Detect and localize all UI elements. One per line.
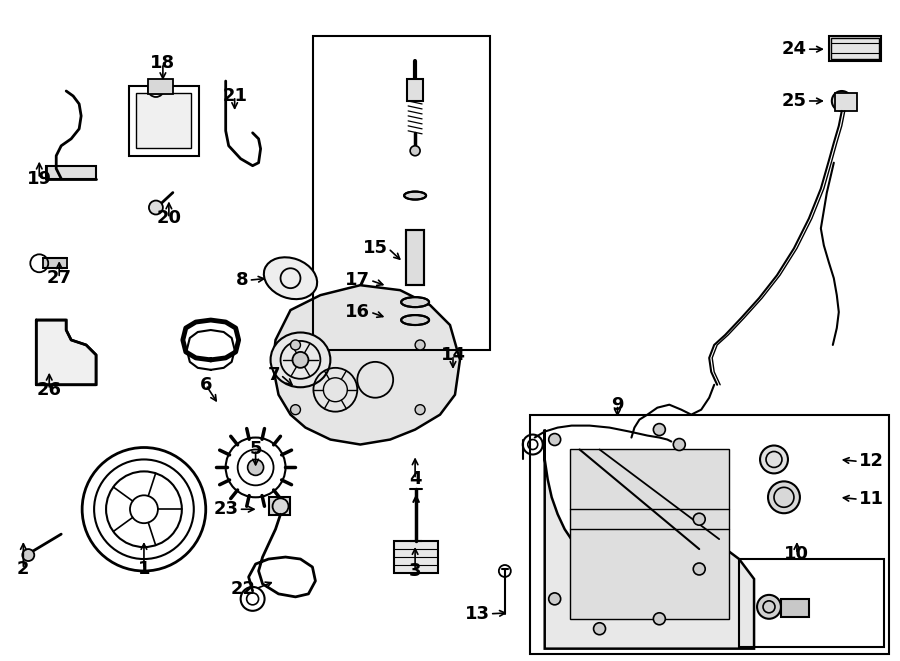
Text: 23: 23 xyxy=(213,500,238,518)
Circle shape xyxy=(768,481,800,513)
Text: 4: 4 xyxy=(409,471,421,488)
Text: 18: 18 xyxy=(150,54,176,72)
Bar xyxy=(530,414,888,654)
Bar xyxy=(268,497,291,515)
Circle shape xyxy=(757,595,781,619)
Polygon shape xyxy=(544,430,754,648)
Circle shape xyxy=(292,352,309,368)
Bar xyxy=(136,93,191,148)
Text: 6: 6 xyxy=(200,375,212,394)
Polygon shape xyxy=(36,320,96,385)
Text: 19: 19 xyxy=(27,170,52,188)
Text: 7: 7 xyxy=(268,366,281,384)
Text: 15: 15 xyxy=(364,239,388,257)
Bar xyxy=(407,79,423,101)
Circle shape xyxy=(549,434,561,446)
Circle shape xyxy=(415,405,425,414)
Polygon shape xyxy=(46,166,96,178)
Text: 14: 14 xyxy=(440,346,465,364)
Text: 25: 25 xyxy=(782,92,807,110)
Text: 1: 1 xyxy=(138,560,150,578)
Text: 3: 3 xyxy=(409,562,421,580)
Bar xyxy=(739,559,884,646)
Bar xyxy=(835,93,857,111)
Text: 8: 8 xyxy=(236,271,248,290)
Polygon shape xyxy=(273,285,460,444)
Text: 9: 9 xyxy=(611,396,624,414)
Bar xyxy=(43,258,68,268)
Ellipse shape xyxy=(271,332,330,387)
Text: 21: 21 xyxy=(222,87,248,105)
Text: 22: 22 xyxy=(230,580,256,598)
Circle shape xyxy=(693,563,706,575)
Bar xyxy=(831,38,878,59)
Text: 17: 17 xyxy=(346,271,370,290)
Circle shape xyxy=(415,340,425,350)
Circle shape xyxy=(760,446,788,473)
Bar xyxy=(148,79,173,94)
Text: 16: 16 xyxy=(346,303,370,321)
Circle shape xyxy=(248,459,264,475)
Bar xyxy=(570,449,729,619)
Bar xyxy=(406,231,424,285)
Circle shape xyxy=(594,623,606,635)
Bar xyxy=(313,36,490,350)
Text: 5: 5 xyxy=(249,440,262,459)
Bar xyxy=(406,231,424,285)
Ellipse shape xyxy=(404,192,426,200)
Ellipse shape xyxy=(264,257,317,299)
Circle shape xyxy=(653,613,665,625)
Text: 27: 27 xyxy=(47,269,72,288)
Text: 2: 2 xyxy=(17,560,30,578)
Bar xyxy=(829,36,881,61)
Text: 13: 13 xyxy=(465,605,490,623)
Circle shape xyxy=(673,438,685,451)
Text: 26: 26 xyxy=(37,381,62,399)
Circle shape xyxy=(148,200,163,214)
Text: 11: 11 xyxy=(859,490,884,508)
Text: 12: 12 xyxy=(859,452,884,471)
Circle shape xyxy=(549,593,561,605)
Text: 20: 20 xyxy=(157,210,182,227)
Circle shape xyxy=(410,146,420,156)
Bar xyxy=(781,599,809,617)
Circle shape xyxy=(291,405,301,414)
Ellipse shape xyxy=(401,297,429,307)
Circle shape xyxy=(22,549,34,561)
Text: 24: 24 xyxy=(782,40,807,58)
Circle shape xyxy=(832,91,851,111)
Ellipse shape xyxy=(401,315,429,325)
Circle shape xyxy=(653,424,665,436)
Circle shape xyxy=(291,340,301,350)
Bar xyxy=(129,86,199,156)
Bar xyxy=(394,541,438,573)
Text: 10: 10 xyxy=(785,545,809,563)
Circle shape xyxy=(693,513,706,525)
